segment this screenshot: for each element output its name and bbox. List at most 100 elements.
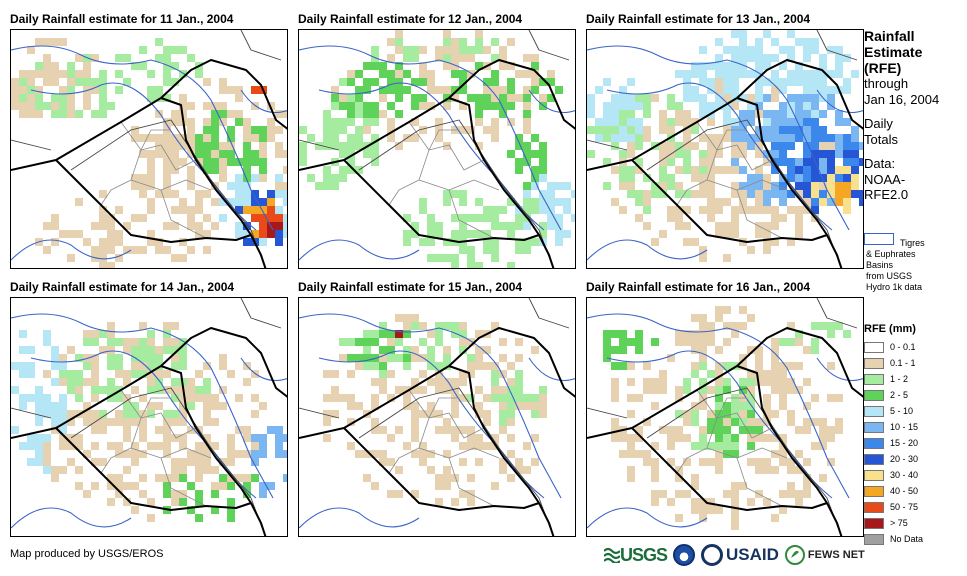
rainfall-cell xyxy=(59,418,67,426)
rainfall-cell xyxy=(99,254,107,262)
rainfall-cell xyxy=(339,78,347,86)
rainfall-cell xyxy=(123,54,131,62)
rainfall-cell xyxy=(435,254,443,262)
rainfall-cell xyxy=(603,182,611,190)
rainfall-cell xyxy=(691,362,699,370)
rainfall-cell xyxy=(707,158,715,166)
rainfall-cell xyxy=(539,394,547,402)
rainfall-cell xyxy=(323,134,331,142)
rainfall-cell xyxy=(435,330,443,338)
rainfall-cell xyxy=(787,78,795,86)
rainfall-cell xyxy=(107,386,115,394)
fews-net-wordmark: FEWS NET xyxy=(807,549,865,561)
rainfall-cell xyxy=(531,150,539,158)
rainfall-cell xyxy=(739,386,747,394)
rainfall-cell xyxy=(707,386,715,394)
rainfall-cell xyxy=(19,330,27,338)
rainfall-cell xyxy=(731,522,739,530)
rainfall-cell xyxy=(787,46,795,54)
rainfall-cell xyxy=(275,434,283,442)
noaa-logo xyxy=(673,544,696,566)
rainfall-cell xyxy=(715,346,723,354)
rainfall-cell xyxy=(739,418,747,426)
rainfall-cell xyxy=(755,54,763,62)
rainfall-cell xyxy=(59,410,67,418)
rainfall-cell xyxy=(163,330,171,338)
rainfall-cell xyxy=(347,94,355,102)
rainfall-cell xyxy=(51,362,59,370)
rainfall-cell xyxy=(227,506,235,514)
rainfall-cell xyxy=(803,102,811,110)
rainfall-cell xyxy=(371,158,379,166)
rainfall-cell xyxy=(691,86,699,94)
legend-swatch xyxy=(864,453,884,465)
rainfall-cell xyxy=(283,434,287,442)
rainfall-cell xyxy=(323,434,331,442)
rainfall-cell xyxy=(451,410,459,418)
rainfall-cell xyxy=(731,450,739,458)
rainfall-cell xyxy=(755,418,763,426)
rainfall-cell xyxy=(531,78,539,86)
rainfall-cell xyxy=(99,206,107,214)
rainfall-cell xyxy=(539,166,547,174)
rainfall-cell xyxy=(43,70,51,78)
rainfall-cell xyxy=(611,362,619,370)
rainfall-cell xyxy=(123,346,131,354)
rainfall-cell xyxy=(795,158,803,166)
rainfall-cell xyxy=(91,394,99,402)
rainfall-cell xyxy=(771,378,779,386)
rainfall-cell xyxy=(227,498,235,506)
legend-row: 30 - 40 xyxy=(864,467,964,483)
rainfall-cell xyxy=(435,230,443,238)
rainfall-cell xyxy=(723,490,731,498)
rainfall-cell xyxy=(803,142,811,150)
rainfall-cell xyxy=(723,102,731,110)
rainfall-cell xyxy=(147,166,155,174)
rainfall-cell xyxy=(155,386,163,394)
rainfall-cell xyxy=(67,346,75,354)
rainfall-cell xyxy=(99,190,107,198)
rainfall-cell xyxy=(819,174,827,182)
rainfall-cell xyxy=(787,362,795,370)
rainfall-cell xyxy=(627,442,635,450)
rainfall-cell xyxy=(651,466,659,474)
rainfall-cell xyxy=(347,166,355,174)
rainfall-cell xyxy=(219,158,227,166)
sidebar-title-line: Estimate xyxy=(864,44,923,60)
rainfall-cell xyxy=(243,378,251,386)
rainfall-cell xyxy=(739,54,747,62)
rainfall-cell xyxy=(371,46,379,54)
rainfall-cell xyxy=(227,458,235,466)
rainfall-cell xyxy=(115,482,123,490)
rainfall-cell xyxy=(747,498,755,506)
rainfall-cell xyxy=(539,78,547,86)
rainfall-cell xyxy=(675,474,683,482)
rainfall-cell xyxy=(835,70,843,78)
rainfall-cell xyxy=(731,214,739,222)
rainfall-cell xyxy=(691,314,699,322)
rainfall-cell xyxy=(443,142,451,150)
rainfall-cell xyxy=(275,206,283,214)
rainfall-cell xyxy=(803,118,811,126)
rainfall-cell xyxy=(243,150,251,158)
rainfall-cell xyxy=(171,378,179,386)
rainfall-cell xyxy=(803,482,811,490)
rainfall-cell xyxy=(371,150,379,158)
rainfall-cell xyxy=(211,198,219,206)
rainfall-cell xyxy=(651,386,659,394)
rainfall-cell xyxy=(251,410,259,418)
rainfall-cell xyxy=(187,206,195,214)
rainfall-cell xyxy=(187,458,195,466)
rainfall-cell xyxy=(67,378,75,386)
rainfall-cell xyxy=(467,434,475,442)
rainfall-cell xyxy=(475,434,483,442)
rainfall-cell xyxy=(491,378,499,386)
rainfall-cell xyxy=(99,102,107,110)
rainfall-cell xyxy=(11,386,19,394)
rainfall-cell xyxy=(779,86,787,94)
rainfall-cell xyxy=(459,222,467,230)
rainfall-cell xyxy=(179,474,187,482)
rainfall-cell xyxy=(435,498,443,506)
rainfall-cell xyxy=(715,434,723,442)
rainfall-cell xyxy=(27,46,35,54)
